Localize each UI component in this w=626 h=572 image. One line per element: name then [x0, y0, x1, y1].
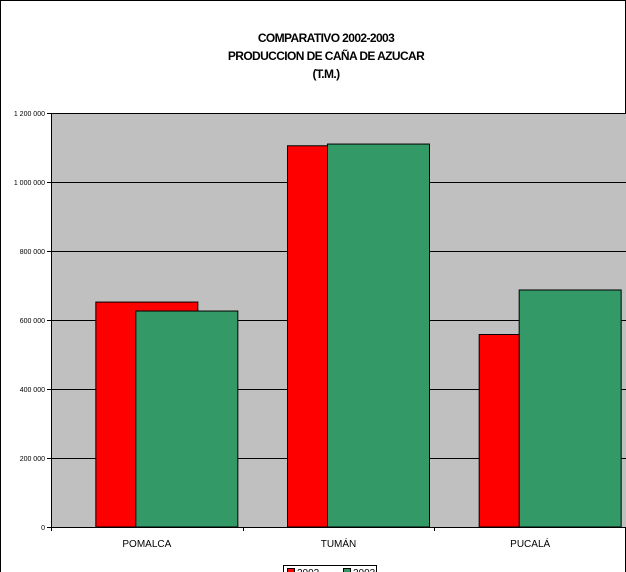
legend: 2002 2003 — [283, 565, 377, 572]
y-tick-label: 200 000 — [20, 456, 45, 463]
y-tick-label: 800 000 — [20, 249, 45, 256]
bars — [95, 143, 622, 528]
y-tick-label: 1 200 000 — [14, 111, 45, 118]
x-category-label: POMALCA — [122, 539, 171, 550]
legend-label-2002: 2002 — [297, 568, 320, 572]
x-category-label: TUMÁN — [321, 537, 357, 550]
chart-title-line-2: PRODUCCION DE CAÑA DE AZUCAR — [228, 48, 425, 63]
axes: 0 200 000 400 000 600 000 800 000 1 000 000 1 … — [14, 111, 626, 550]
chart-title-line-3: (T.M.) — [312, 67, 340, 81]
legend-swatch-2003 — [343, 568, 351, 572]
y-tick-label: 0 — [41, 525, 45, 532]
x-category-label: PUCALÁ — [510, 537, 550, 550]
legend-label-2003: 2003 — [353, 568, 376, 572]
bar-2003-pomalca — [135, 310, 239, 528]
chart-title-line-1: COMPARATIVO 2002-2003 — [258, 31, 395, 45]
y-tick-label: 400 000 — [20, 387, 45, 394]
legend-swatch-2002 — [287, 568, 295, 572]
legend-box — [283, 565, 377, 572]
y-tick-label: 600 000 — [20, 318, 45, 325]
bar-2003-tumán — [327, 143, 430, 528]
bar-2003-pucalá — [518, 289, 622, 528]
y-tick-label: 1 000 000 — [14, 180, 45, 187]
